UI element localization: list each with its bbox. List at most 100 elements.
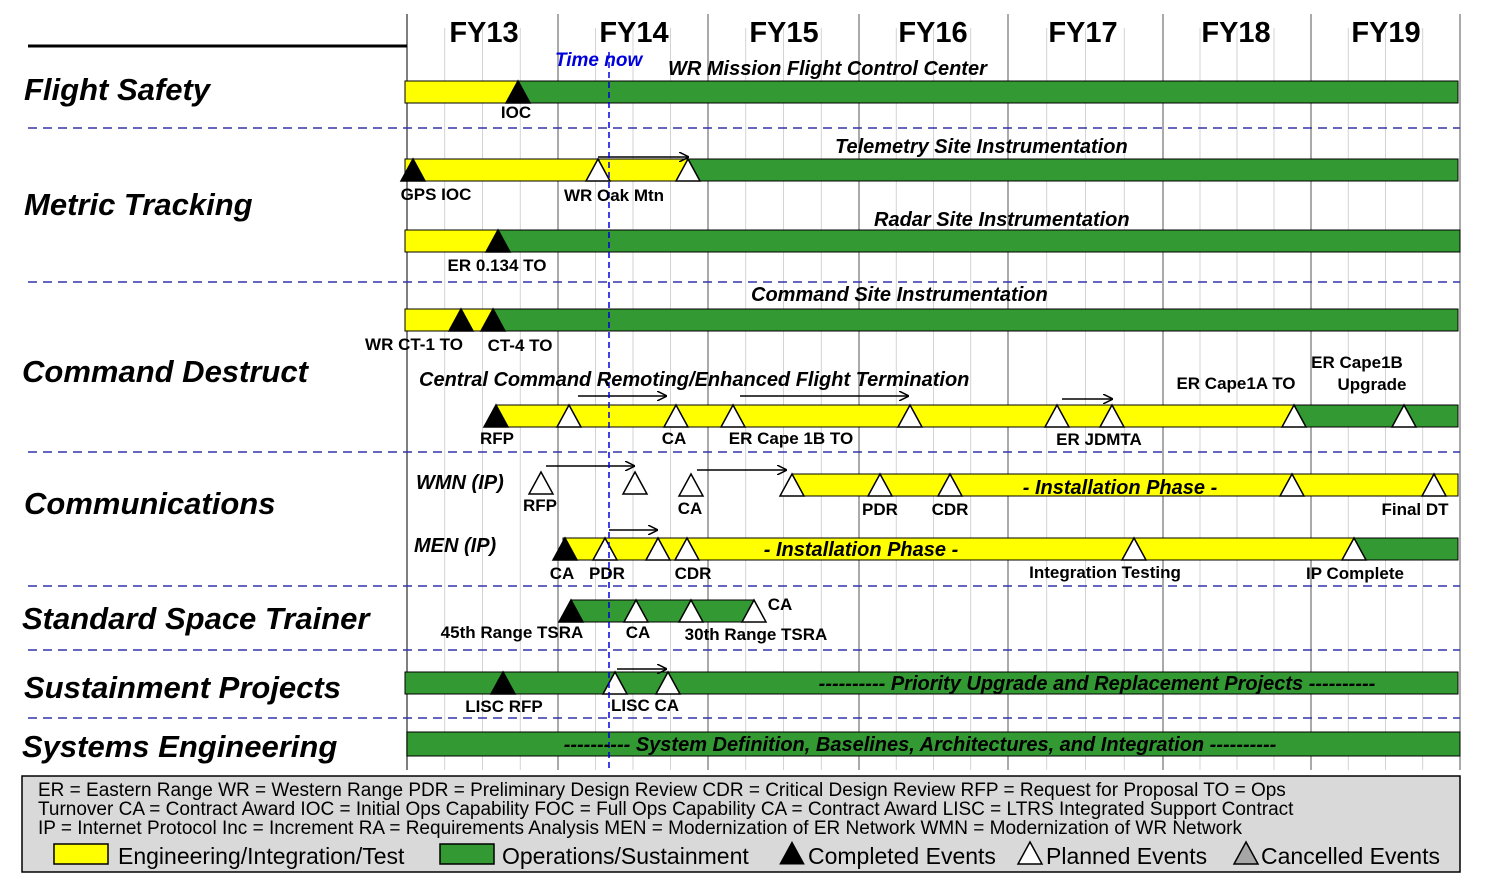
planned-event-marker (654, 670, 682, 695)
milestone-wmn-ca: CA (678, 499, 703, 518)
planned-event-marker (527, 470, 555, 495)
planned-event-marker (866, 472, 894, 497)
legend-swatch-operations (439, 843, 495, 865)
milestone-ccr-rfp: RFP (480, 429, 514, 448)
legend-completed-icon (779, 840, 805, 865)
completed-event-marker (447, 307, 475, 332)
milestone-wmn-rfp: RFP (523, 496, 557, 515)
planned-event-marker (674, 157, 702, 182)
milestone-wmn-cdr: CDR (932, 500, 969, 519)
legend: ER = Eastern Range WR = Western Range PD… (21, 775, 1461, 873)
milestone-30th-range-tsra: 30th Range TSRA (685, 625, 828, 644)
program-radar: Radar Site Instrumentation (874, 209, 1130, 231)
milestone-er-cape1b-upgrade: Upgrade (1338, 375, 1407, 394)
milestone-wmn-pdr: PDR (862, 500, 898, 519)
bar-engineering (495, 404, 1295, 428)
legend-line-3: IP = Internet Protocol Inc = Increment R… (38, 818, 1242, 839)
fiscal-year-headers: FY13 FY14 FY15 FY16 FY17 FY18 FY19 (449, 17, 1420, 49)
planned-event-marker (644, 536, 672, 561)
men-installation-phase: - Installation Phase - (764, 539, 959, 561)
milestone-er-cape1b-to: ER Cape 1B TO (729, 429, 853, 448)
bar-operations (1293, 404, 1459, 428)
fy-label: FY17 (1048, 17, 1117, 49)
planned-event-marker (1043, 403, 1071, 428)
bar-operations (517, 80, 1459, 104)
time-now-label: Time now (555, 50, 643, 71)
program-men: MEN (IP) (414, 535, 497, 557)
legend-box (21, 775, 1461, 873)
legend-planned: Planned Events (1046, 843, 1207, 869)
completed-event-marker (489, 670, 517, 695)
category-command-destruct: Command Destruct (22, 354, 310, 389)
legend-swatch-engineering (53, 843, 109, 865)
milestone-ccr-ca: CA (662, 429, 687, 448)
slip-arrows (546, 157, 1112, 669)
milestone-markers (399, 79, 1448, 695)
legend-planned-icon (1016, 840, 1044, 865)
milestone-wr-ct1-to: WR CT-1 TO (365, 335, 463, 354)
milestone-sst-ca: CA (626, 623, 651, 642)
planned-event-marker (673, 536, 701, 561)
planned-event-marker (662, 403, 690, 428)
fy-label: FY15 (749, 17, 818, 49)
milestone-ip-complete: IP Complete (1306, 564, 1404, 583)
planned-event-marker (936, 472, 964, 497)
planned-event-marker (677, 598, 705, 623)
milestone-er-jdmta: ER JDMTA (1056, 430, 1142, 449)
completed-event-marker (557, 598, 585, 623)
legend-operations: Operations/Sustainment (502, 843, 749, 869)
milestone-lisc-rfp: LISC RFP (465, 697, 542, 716)
milestone-ct4-to: CT-4 TO (488, 336, 553, 355)
bar-operations (1353, 537, 1459, 561)
milestone-sst-ca2: CA (768, 595, 793, 614)
completed-event-marker (551, 536, 579, 561)
legend-cancelled-icon (1232, 840, 1260, 865)
milestone-ioc: IOC (501, 103, 531, 122)
planned-event-marker (1278, 472, 1306, 497)
bar-operations (570, 599, 755, 623)
row-separators (28, 127, 1460, 719)
program-wmn: WMN (IP) (416, 472, 504, 494)
completed-event-marker (504, 79, 532, 104)
program-wr-mission: WR Mission Flight Control Center (668, 58, 988, 80)
bar-operations (492, 308, 1459, 332)
completed-event-marker (482, 403, 510, 428)
milestone-er-0134-to: ER 0.134 TO (448, 256, 547, 275)
milestone-final-dt: Final DT (1381, 500, 1449, 519)
priority-upgrade-label: ---------- Priority Upgrade and Replacem… (819, 673, 1376, 695)
planned-event-marker (555, 403, 583, 428)
milestone-integration-testing: Integration Testing (1029, 563, 1181, 582)
fy-label: FY19 (1351, 17, 1420, 49)
planned-event-marker (1390, 403, 1418, 428)
milestone-labels: IOC GPS IOC WR Oak Mtn ER 0.134 TO WR CT… (365, 103, 1449, 716)
planned-event-marker (1280, 403, 1308, 428)
program-labels: WR Mission Flight Control Center Telemet… (414, 58, 1376, 756)
completed-event-marker (484, 228, 512, 253)
planned-event-marker (778, 472, 806, 497)
planned-event-marker (896, 403, 924, 428)
completed-event-marker (479, 307, 507, 332)
system-definition-label: ---------- System Definition, Baselines,… (564, 734, 1277, 756)
legend-line-2: Turnover CA = Contract Award IOC = Initi… (38, 799, 1294, 820)
milestone-lisc-ca: LISC CA (611, 696, 679, 715)
milestone-men-pdr: PDR (589, 564, 625, 583)
milestone-wr-oak-mtn: WR Oak Mtn (564, 186, 664, 205)
planned-event-marker (591, 536, 619, 561)
year-grid (406, 14, 1461, 770)
legend-engineering: Engineering/Integration/Test (118, 843, 405, 869)
bar-operations (497, 229, 1461, 253)
category-communications: Communications (24, 486, 275, 521)
bar-engineering (404, 158, 689, 182)
fy-label: FY14 (599, 17, 668, 49)
fy-label: FY13 (449, 17, 518, 49)
milestone-gps-ioc: GPS IOC (401, 185, 472, 204)
planned-event-marker (1120, 536, 1148, 561)
milestone-45th-range-tsra: 45th Range TSRA (441, 623, 584, 642)
program-command-site: Command Site Instrumentation (751, 284, 1048, 306)
legend-line-1: ER = Eastern Range WR = Western Range PD… (38, 780, 1286, 801)
planned-event-marker (1420, 472, 1448, 497)
legend-cancelled: Cancelled Events (1261, 843, 1440, 869)
planned-event-marker (1098, 403, 1126, 428)
category-flight-safety: Flight Safety (24, 72, 212, 107)
